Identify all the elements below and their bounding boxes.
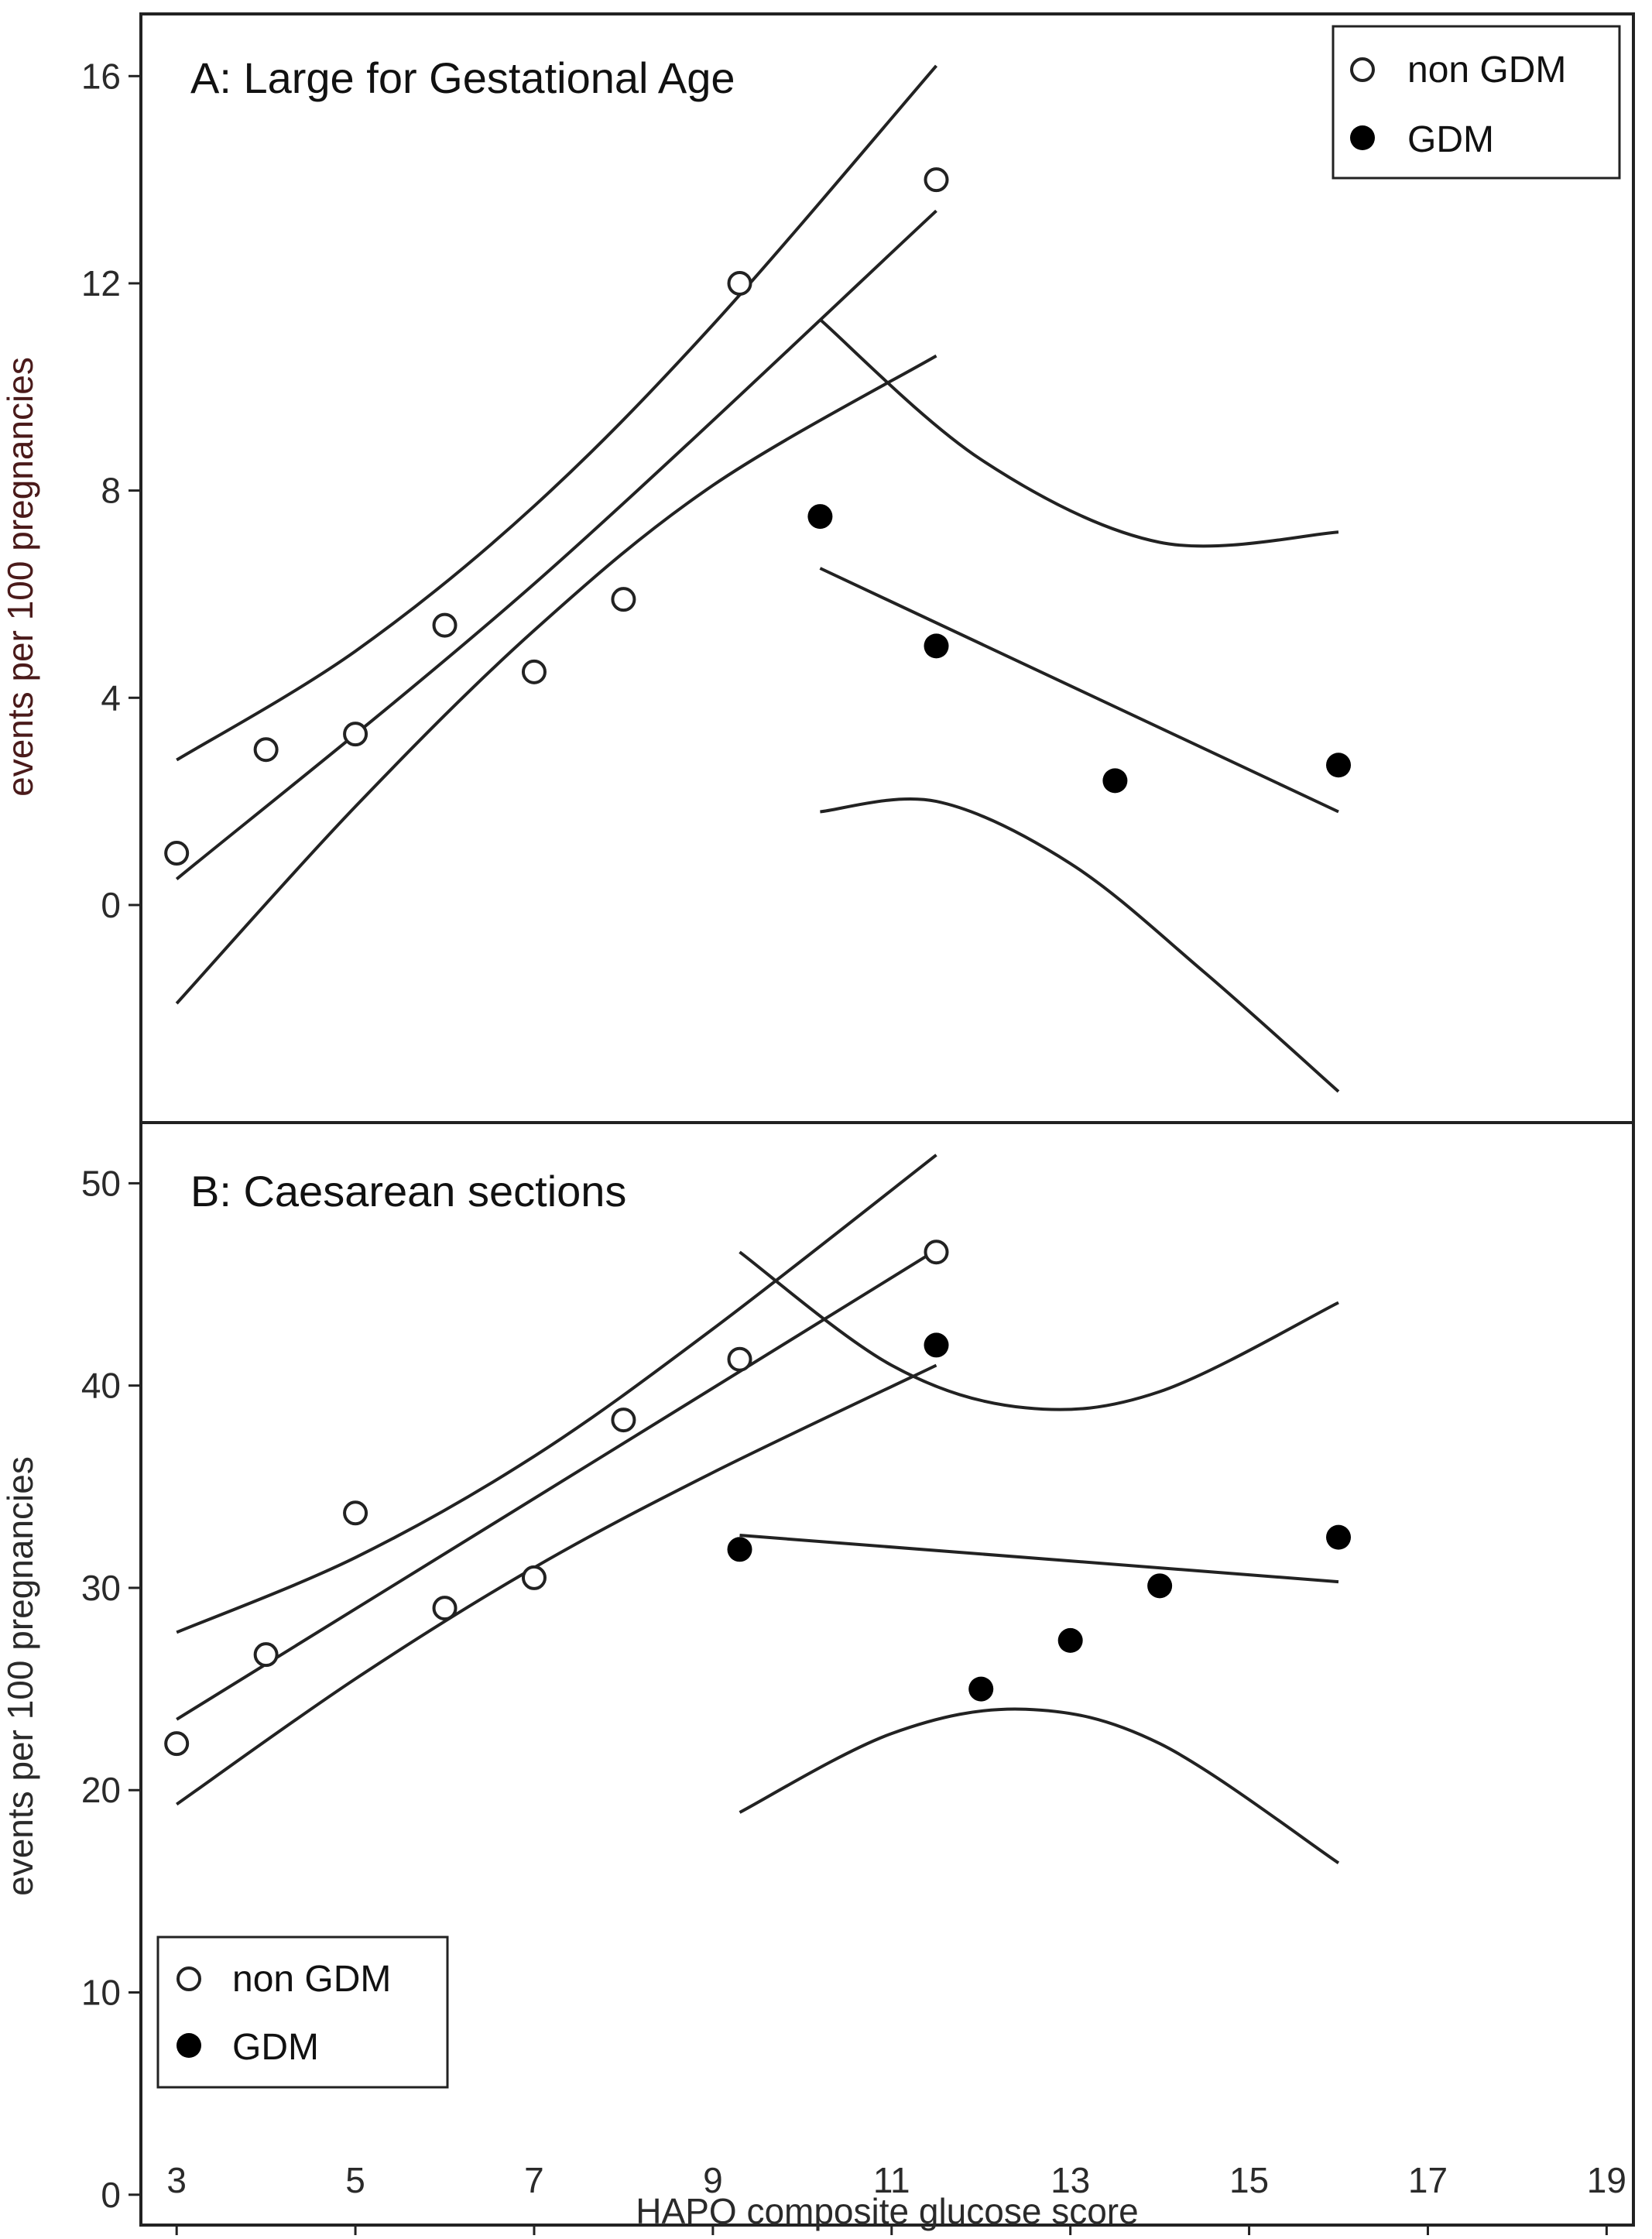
xtick-label: 17 [1408,2160,1448,2200]
panel-a-ytick-label: 4 [101,677,121,718]
panel-a-legend-open-circle-icon [1350,57,1375,82]
panel-b-non-gdm-point [521,1565,547,1590]
x-axis-title: HAPO composite glucose score [636,2191,1138,2231]
panel-a-non-gdm-upper-ci-line [176,64,938,762]
panel-a-gdm-point [924,633,949,659]
panel-b-frame [139,1121,1635,2227]
xtick-label: 19 [1587,2160,1626,2200]
panel-b-legend-box [156,1936,449,2089]
xtick-label: 15 [1229,2160,1269,2200]
panel-a-gdm-fit-line [819,567,1339,814]
panel-a-ytick-label: 12 [81,263,121,303]
panel-b-ytick-label: 10 [81,1973,121,2013]
panel-b-legend-filled-circle-icon [177,2033,201,2058]
panel-b-gdm-point [968,1676,994,1702]
panel-a-ylabel: events per 100 pregnancies [0,357,40,797]
xtick-label: 3 [166,2160,187,2200]
panel-b-non-gdm-point [253,1642,279,1668]
panel-a-gdm-lower-ci-line [820,797,1340,1093]
panel-a-ytick-label: 8 [101,471,121,511]
panel-a-non-gdm-point [432,612,458,638]
panel-a-legend-label-non-gdm: non GDM [1407,50,1566,91]
panel-b-gdm-upper-ci-line [739,1250,1339,1411]
panel-b-gdm-point [1057,1627,1083,1653]
panel-a-non-gdm-fit-line [175,209,937,881]
panel-a-gdm-point [807,504,833,530]
panel-b-legend-label-gdm: GDM [232,2027,319,2068]
panel-b-non-gdm-point [727,1346,752,1372]
xtick-label: 5 [345,2160,365,2200]
xtick-label: 13 [1050,2160,1090,2200]
panel-a-ytick-label: 0 [101,885,121,925]
panel-a-non-gdm-point [164,841,190,866]
panel-b-non-gdm-point [164,1731,190,1757]
panel-b-gdm-fit-line [739,1534,1339,1584]
panel-a-legend-box [1332,25,1621,180]
xtick-label: 11 [873,2160,910,2200]
panel-a-non-gdm-lower-ci-line [175,354,937,1005]
panel-a-ytick-label: 16 [81,56,121,96]
panel-a-legend-filled-circle-icon [1350,125,1375,150]
panel-b-gdm-point [1147,1573,1173,1599]
panel-a-title: A: Large for Gestational Age [190,53,735,102]
panel-b-ytick-label: 20 [81,1770,121,1810]
panel-b-non-gdm-fit-line [176,1248,937,1721]
panel-b-ytick-label: 30 [81,1568,121,1608]
panel-a-gdm-point [1102,768,1128,794]
xtick-label: 7 [524,2160,544,2200]
panel-b-ytick-label: 50 [81,1163,121,1203]
panel-a-legend: non GDM GDM [1332,25,1621,180]
panel-a-non-gdm-point [343,722,368,747]
panel-a-gdm-upper-ci-line [819,318,1339,548]
panel-a-gdm-point [1326,753,1352,778]
panel-b-legend-label-non-gdm: non GDM [232,1959,391,2000]
panel-b-gdm-lower-ci-line [739,1707,1340,1864]
panel-b-title: B: Caesarean sections [190,1167,626,1216]
panel-b-gdm-point [1326,1524,1352,1550]
panel-a-non-gdm-point [253,737,279,763]
panel-b-ytick-label: 40 [81,1366,121,1406]
panel-a-plot-area: 0 4 8 12 16 [81,56,1352,1093]
panel-a-non-gdm-point [924,167,949,193]
panel-b-ylabel: events per 100 pregnancies [0,1456,40,1896]
panel-b-non-gdm-point [432,1596,458,1621]
panel-b-gdm-point [924,1332,949,1358]
panel-b-legend: non GDM GDM [156,1936,449,2089]
panel-b-ytick-label: 0 [101,2175,121,2215]
panel-a-non-gdm-point [727,270,752,296]
panel-b-plot-area: 0 10 20 30 40 50 3 5 7 9 11 13 15 17 19 [81,1154,1626,2237]
panel-b-non-gdm-point [343,1500,368,1526]
panel-a-legend-label-gdm: GDM [1407,119,1494,160]
xtick-label: 9 [703,2160,723,2200]
panel-b-non-gdm-point [924,1240,949,1265]
panel-b-non-gdm-point [611,1408,636,1433]
panel-a-non-gdm-point [611,587,636,612]
panel-b-gdm-point [727,1537,752,1562]
panel-a-non-gdm-point [521,659,547,684]
panel-b-legend-open-circle-icon [177,1966,201,1991]
panel-b-non-gdm-upper-ci-line [176,1154,937,1634]
